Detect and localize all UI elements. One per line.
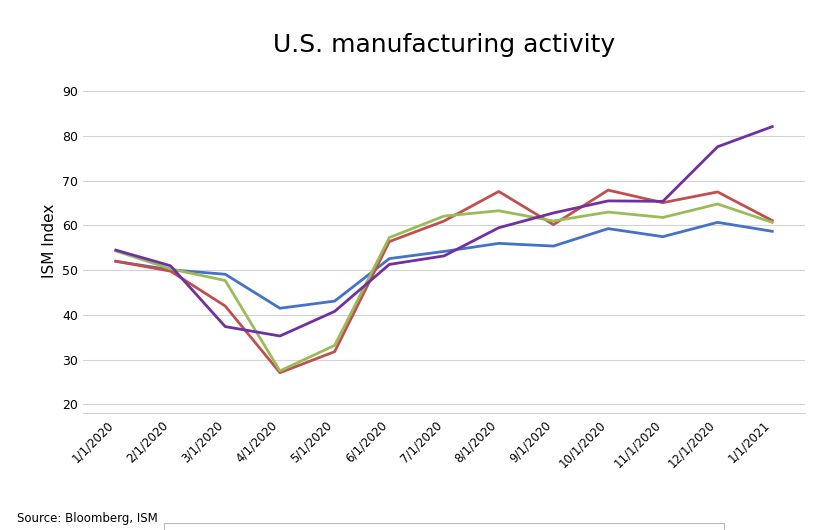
Production: [384, 234, 394, 241]
New orders: [658, 199, 668, 206]
Prices paid: [494, 225, 504, 231]
Prices paid: [111, 247, 121, 253]
Production: [494, 208, 504, 214]
Prices paid: [603, 198, 613, 204]
Y-axis label: ISM Index: ISM Index: [42, 204, 56, 278]
New orders: [330, 349, 339, 355]
New orders: [767, 217, 777, 224]
Overall manufacturing activity: [767, 228, 777, 234]
Production: [220, 277, 230, 284]
New orders: [275, 369, 285, 376]
Overall manufacturing activity: [713, 219, 723, 226]
Overall manufacturing activity: [330, 298, 339, 304]
Production: [165, 266, 175, 272]
Production: [658, 214, 668, 220]
Production: [275, 368, 285, 374]
New orders: [111, 258, 121, 264]
Text: Source: Bloomberg, ISM: Source: Bloomberg, ISM: [17, 511, 158, 525]
New orders: [220, 303, 230, 309]
New orders: [165, 268, 175, 275]
Production: [439, 213, 449, 219]
Prices paid: [658, 198, 668, 205]
Prices paid: [713, 144, 723, 150]
Line: Overall manufacturing activity: Overall manufacturing activity: [116, 223, 772, 308]
Prices paid: [384, 261, 394, 268]
Overall manufacturing activity: [165, 267, 175, 273]
Prices paid: [549, 210, 559, 216]
Overall manufacturing activity: [384, 255, 394, 262]
Overall manufacturing activity: [439, 248, 449, 254]
Production: [549, 218, 559, 224]
New orders: [494, 188, 504, 195]
Title: U.S. manufacturing activity: U.S. manufacturing activity: [273, 33, 615, 57]
New orders: [384, 238, 394, 245]
Production: [603, 209, 613, 215]
Prices paid: [439, 253, 449, 259]
Line: Production: Production: [116, 204, 772, 371]
Line: New orders: New orders: [116, 190, 772, 373]
Prices paid: [220, 323, 230, 330]
Overall manufacturing activity: [111, 258, 121, 264]
Prices paid: [275, 333, 285, 339]
Overall manufacturing activity: [220, 271, 230, 277]
New orders: [549, 222, 559, 228]
Prices paid: [165, 262, 175, 269]
Overall manufacturing activity: [658, 234, 668, 240]
Production: [330, 342, 339, 349]
Overall manufacturing activity: [549, 243, 559, 249]
Production: [767, 219, 777, 226]
New orders: [713, 189, 723, 195]
Overall manufacturing activity: [603, 225, 613, 232]
Production: [111, 248, 121, 254]
Overall manufacturing activity: [275, 305, 285, 312]
Overall manufacturing activity: [494, 240, 504, 246]
New orders: [603, 187, 613, 193]
Production: [713, 201, 723, 207]
Line: Prices paid: Prices paid: [116, 127, 772, 336]
Prices paid: [330, 308, 339, 315]
Legend: Overall manufacturing activity, New orders, Production, Prices paid: Overall manufacturing activity, New orde…: [164, 523, 724, 530]
Prices paid: [767, 123, 777, 130]
New orders: [439, 218, 449, 224]
